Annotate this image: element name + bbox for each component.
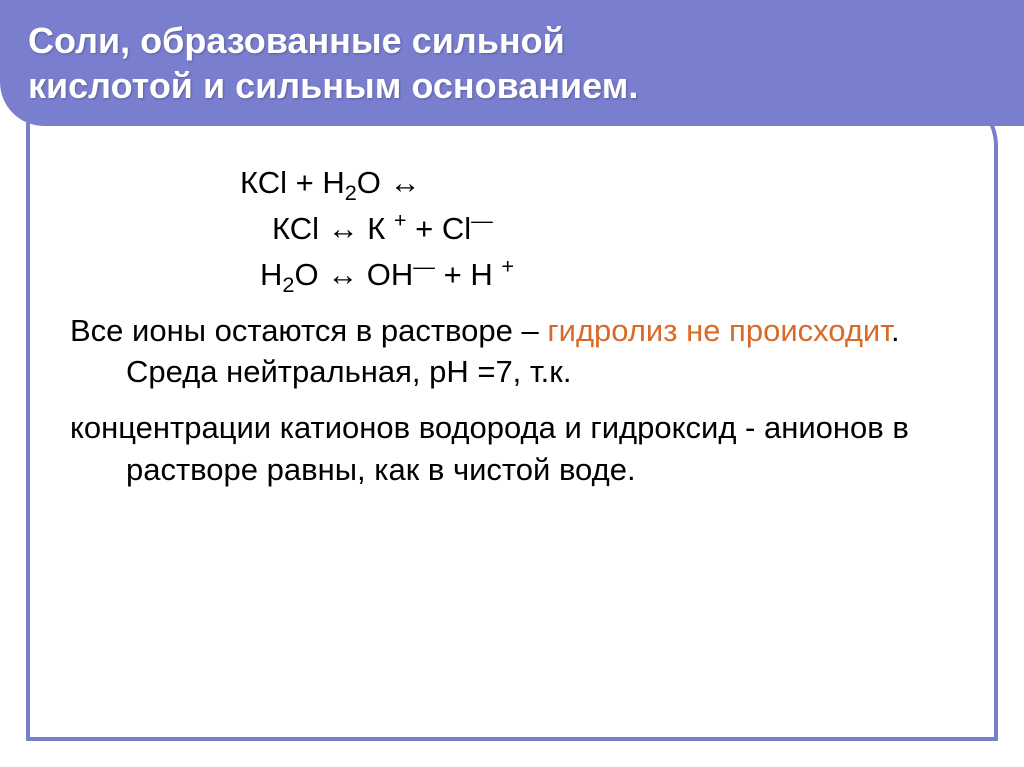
- content: КСl + H2O ↔ КСl ↔ К + + Cl— H2O ↔ ОН— + …: [70, 162, 954, 491]
- equation-1: КСl + H2O ↔: [70, 162, 954, 204]
- title-line-1: Соли, образованные сильной: [28, 20, 565, 61]
- content-card: КСl + H2O ↔ КСl ↔ К + + Cl— H2O ↔ ОН— + …: [26, 90, 998, 741]
- p2-text: концентрации катионов водорода и гидрокс…: [70, 407, 954, 491]
- paragraph-2: концентрации катионов водорода и гидрокс…: [70, 407, 954, 491]
- title-line-2: кислотой и сильным основанием.: [28, 65, 638, 106]
- equation-3: H2O ↔ ОН— + Н +: [70, 254, 954, 296]
- slide-header: Соли, образованные сильной кислотой и си…: [0, 0, 1024, 126]
- equation-2: КСl ↔ К + + Cl—: [70, 208, 954, 250]
- paragraph-1: Все ионы остаются в растворе – гидролиз …: [70, 310, 954, 394]
- p1-highlight: гидролиз не происходит: [547, 313, 891, 348]
- p1-pre: Все ионы остаются в растворе –: [70, 313, 547, 348]
